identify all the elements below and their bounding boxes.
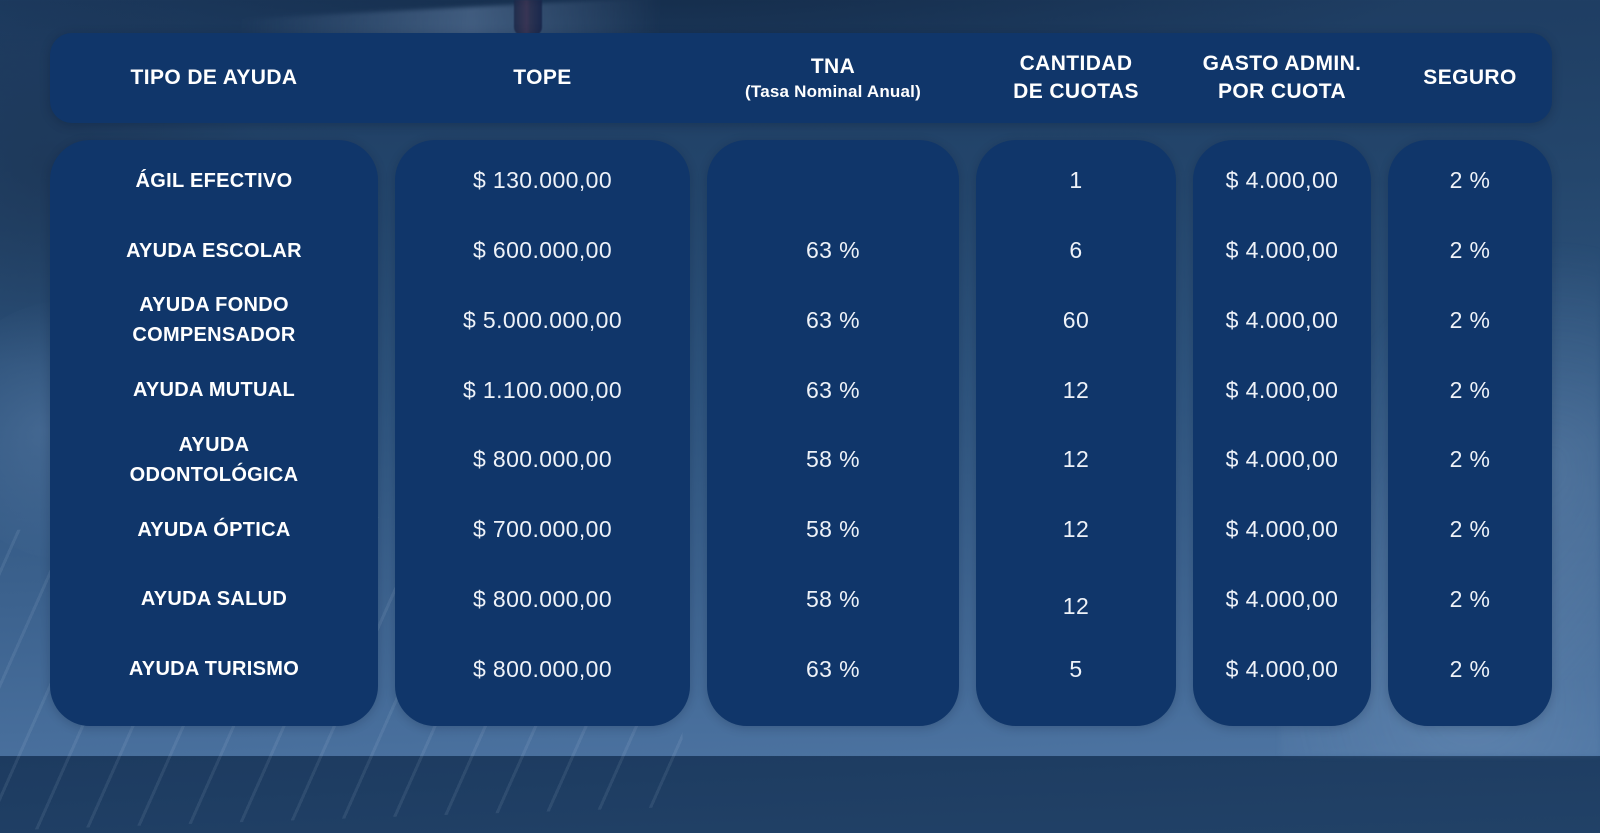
table-cell: 5 [1069, 655, 1083, 682]
background-pen-silhouette [514, 0, 542, 36]
table-cell: 60 [1062, 306, 1090, 333]
header-label-line2: DE CUOTAS [1013, 80, 1139, 103]
table-cell: $ 4.000,00 [1225, 446, 1339, 473]
header-label: TOPE [513, 66, 572, 90]
table-body: ÁGIL EFECTIVO AYUDA ESCOLAR AYUDA FONDO … [50, 140, 1552, 726]
table-cell: $ 130.000,00 [472, 167, 613, 194]
table-cell: $ 800.000,00 [472, 446, 613, 473]
header-label: TNA [810, 54, 856, 78]
table-cell: 12 [1062, 516, 1090, 543]
table-cell: AYUDA ESCOLAR [126, 239, 302, 262]
table-cell: AYUDA MUTUAL [132, 379, 296, 402]
header-sublabel: (Tasa Nominal Anual) [745, 81, 921, 101]
table-cell: 63 % [805, 306, 861, 333]
table-cell: AYUDA ÓPTICA [137, 518, 291, 541]
table-cell: $ 800.000,00 [472, 585, 613, 612]
table-cell: 12 [1062, 376, 1090, 403]
column-pill-tope: $ 130.000,00 $ 600.000,00 $ 5.000.000,00… [395, 140, 690, 726]
header-label-line2: POR CUOTA [1217, 80, 1347, 103]
header-cell-gasto: GASTO ADMIN. POR CUOTA [1193, 50, 1371, 105]
table-cell: 2 % [1449, 655, 1491, 682]
table-cell: 2 % [1449, 376, 1491, 403]
table-cell: 1 [1069, 167, 1083, 194]
table-cell: $ 4.000,00 [1225, 516, 1339, 543]
table-cell: 63 % [805, 376, 861, 403]
table-cell: 2 % [1449, 237, 1491, 264]
table-cell: $ 600.000,00 [472, 237, 613, 264]
table-cell [707, 146, 959, 216]
table-cell: 58 % [805, 585, 861, 612]
table-cell: 58 % [805, 446, 861, 473]
column-pill-gasto: $ 4.000,00 $ 4.000,00 $ 4.000,00 $ 4.000… [1193, 140, 1371, 726]
header-cell-tna: TNA (Tasa Nominal Anual) [707, 53, 959, 103]
header-label: GASTO ADMIN. [1202, 52, 1362, 76]
table-cell: 2 % [1449, 306, 1491, 333]
column-pill-tna: 63 % 63 % 63 % 58 % 58 % 58 % 63 % [707, 140, 959, 726]
table-cell: 2 % [1449, 516, 1491, 543]
table-cell: 2 % [1449, 585, 1491, 612]
table-cell: $ 4.000,00 [1225, 376, 1339, 403]
table-header: TIPO DE AYUDA TOPE TNA (Tasa Nominal Anu… [50, 33, 1552, 123]
table-cell: AYUDA TURISMO [128, 658, 300, 681]
table-cell: $ 800.000,00 [472, 655, 613, 682]
header-cell-cuotas: CANTIDAD DE CUOTAS [976, 50, 1176, 105]
header-cell-tope: TOPE [395, 64, 690, 92]
table-cell: $ 4.000,00 [1225, 585, 1339, 612]
table-cell: $ 4.000,00 [1225, 237, 1339, 264]
table-cell: $ 5.000.000,00 [462, 306, 623, 333]
column-pill-seguro: 2 % 2 % 2 % 2 % 2 % 2 % 2 % 2 % [1388, 140, 1552, 726]
header-label: TIPO DE AYUDA [130, 66, 298, 90]
column-pill-cuotas: 1 6 60 12 12 12 12 5 [976, 140, 1176, 726]
header-cell-tipo: TIPO DE AYUDA [50, 64, 378, 92]
table-cell: $ 1.100.000,00 [462, 376, 623, 403]
table-cell: $ 4.000,00 [1225, 655, 1339, 682]
table-cell: AYUDA FONDO COMPENSADOR [132, 294, 296, 347]
table-cell: 58 % [805, 516, 861, 543]
table-cell: 12 [1062, 592, 1090, 619]
header-label: CANTIDAD [1019, 52, 1133, 76]
table-cell: 63 % [805, 237, 861, 264]
table-cell: $ 4.000,00 [1225, 306, 1339, 333]
table-cell: AYUDA ODONTOLÓGICA [129, 433, 299, 486]
table-cell: 2 % [1449, 446, 1491, 473]
table-cell: $ 4.000,00 [1225, 167, 1339, 194]
table-cell: 6 [1069, 237, 1083, 264]
ayudas-table: TIPO DE AYUDA TOPE TNA (Tasa Nominal Anu… [50, 33, 1552, 726]
table-cell: AYUDA SALUD [140, 588, 288, 611]
column-pill-tipo: ÁGIL EFECTIVO AYUDA ESCOLAR AYUDA FONDO … [50, 140, 378, 726]
header-label: SEGURO [1423, 66, 1517, 90]
table-cell: $ 700.000,00 [472, 516, 613, 543]
header-cell-seguro: SEGURO [1388, 64, 1552, 92]
table-cell: 12 [1062, 446, 1090, 473]
table-cell: ÁGIL EFECTIVO [135, 169, 293, 192]
table-cell: 2 % [1449, 167, 1491, 194]
table-cell: 63 % [805, 655, 861, 682]
